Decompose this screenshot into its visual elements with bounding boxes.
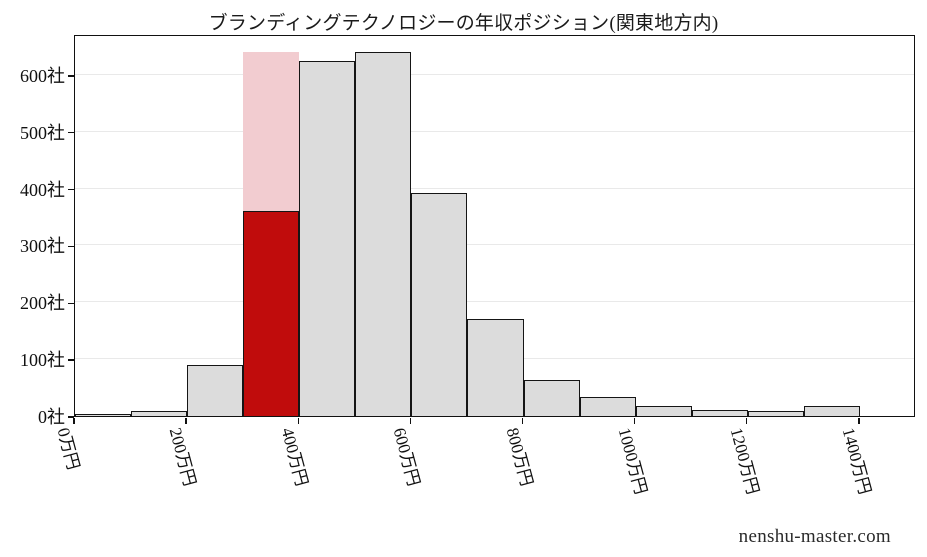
x-axis-tick-mark [73, 418, 75, 424]
histogram-bar [579, 397, 636, 416]
y-axis-tick-mark [68, 416, 74, 418]
gridline-y [75, 301, 914, 303]
histogram-bar [131, 411, 188, 416]
y-axis-tick-label: 100社 [20, 350, 65, 371]
y-axis-tick-label: 200社 [20, 293, 65, 314]
histogram-bar [691, 410, 748, 416]
y-axis-tick-label: 300社 [20, 236, 65, 257]
gridline-y [75, 187, 914, 189]
site-watermark: nenshu-master.com [738, 526, 891, 547]
histogram-bar [355, 51, 412, 416]
x-axis-tick-mark [746, 418, 748, 424]
histogram-bar [75, 414, 132, 416]
histogram-bar [635, 406, 692, 416]
y-axis-tick-mark [68, 359, 74, 361]
x-axis-tick-label: 200万円 [165, 425, 200, 489]
y-axis-tick-label: 0社 [38, 407, 65, 427]
y-axis-tick-mark [68, 188, 74, 191]
x-axis-tick-mark [521, 418, 524, 424]
x-axis-tick-mark [297, 418, 299, 424]
histogram-bar [523, 380, 580, 416]
y-axis-tick-label: 400社 [20, 179, 65, 200]
highlight-bar [243, 211, 300, 416]
histogram-bar [803, 406, 860, 416]
gridline-y [75, 244, 914, 246]
histogram-bar [747, 410, 804, 416]
x-axis-tick-label: 800万円 [502, 425, 536, 489]
x-axis-tick-label: 0万円 [53, 425, 83, 472]
x-axis-tick-label: 1400万円 [838, 425, 875, 497]
y-axis-tick-mark [68, 302, 74, 304]
histogram-bar [299, 60, 356, 416]
x-axis-tick-mark [633, 418, 636, 424]
y-axis-tick-mark [68, 75, 74, 77]
histogram-bar [467, 319, 524, 416]
gridline-y [75, 73, 914, 75]
chart-plot-area [74, 35, 915, 417]
chart-plot-inner [75, 36, 914, 416]
x-axis-tick-mark [858, 418, 860, 424]
x-axis-tick-label: 1000万円 [614, 425, 651, 497]
page-title: ブランディングテクノロジーの年収ポジション(関東地方内) [208, 13, 719, 34]
x-axis-tick-mark [185, 418, 187, 424]
x-axis-tick-label: 400万円 [277, 425, 312, 489]
x-axis-tick-label: 1200万円 [726, 425, 763, 497]
y-axis-tick-mark [68, 132, 74, 134]
y-axis-tick-label: 500社 [20, 122, 65, 143]
x-axis-tick-label: 600万円 [390, 425, 424, 489]
histogram-bar [411, 193, 468, 416]
y-axis-tick-mark [68, 245, 74, 248]
x-axis-tick-mark [409, 418, 412, 424]
y-axis-tick-label: 600社 [20, 65, 65, 86]
histogram-bar [187, 364, 244, 416]
gridline-y [75, 130, 914, 132]
